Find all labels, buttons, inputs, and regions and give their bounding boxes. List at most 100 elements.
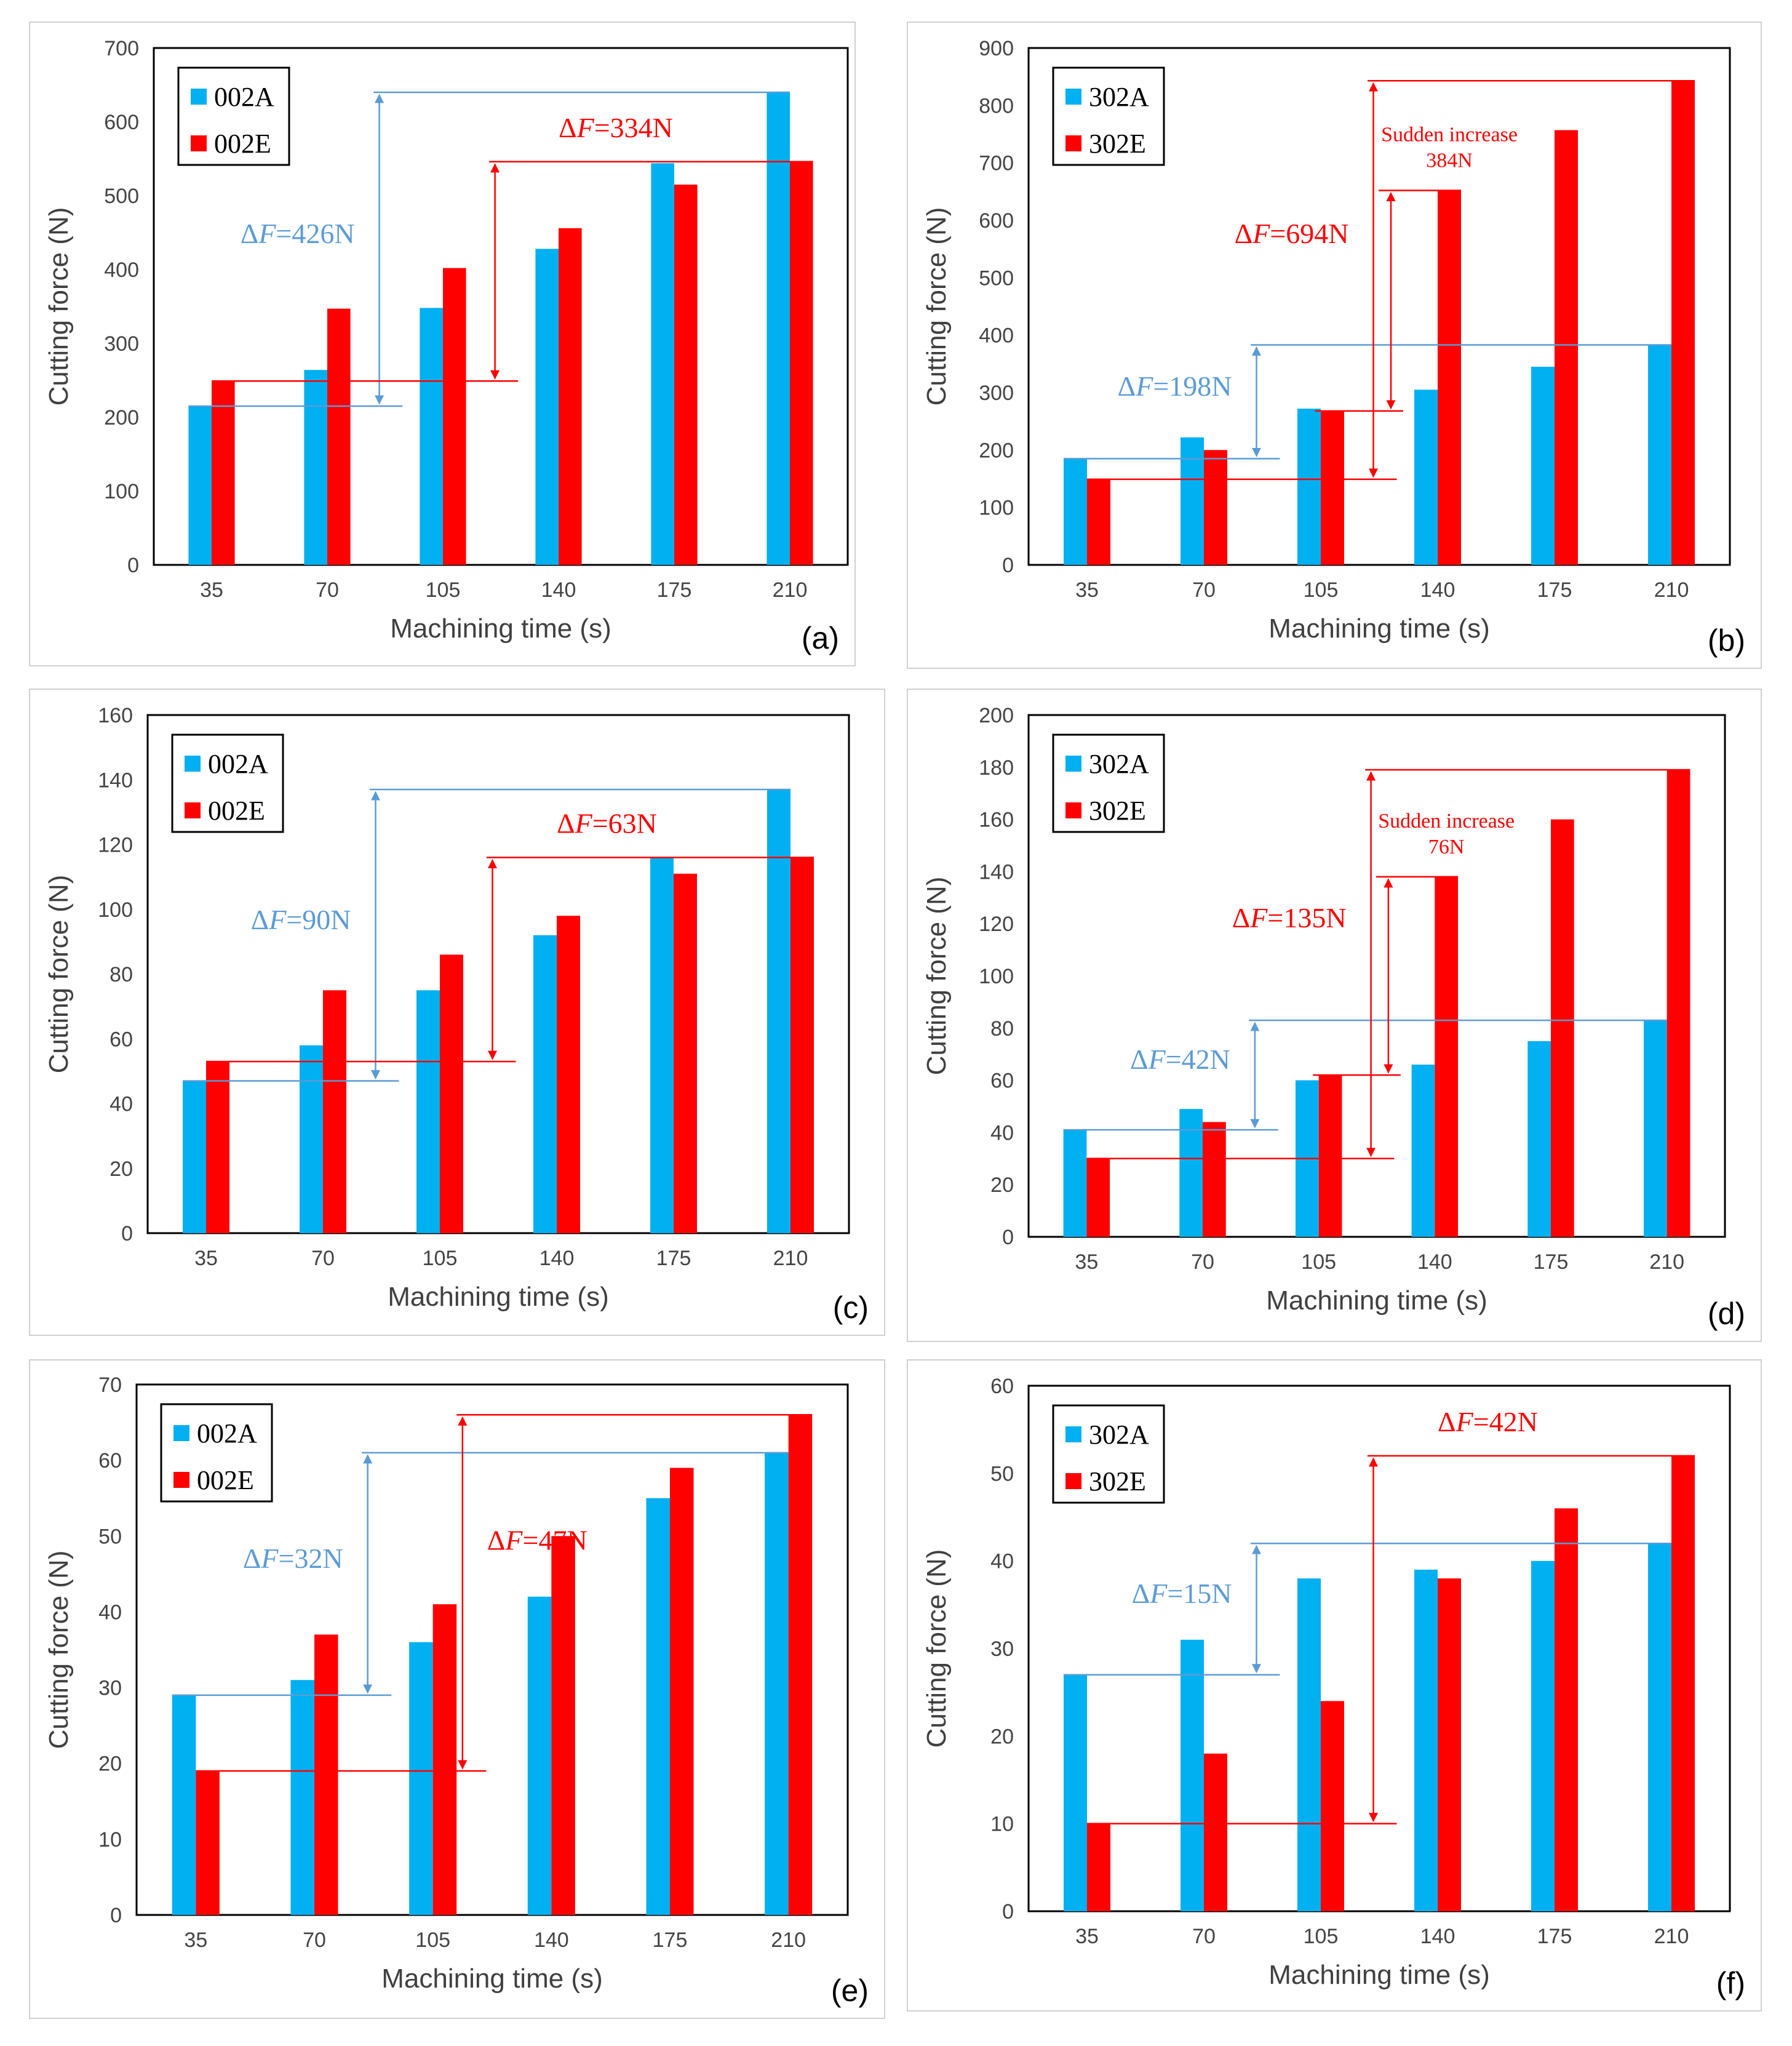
bar-002e-70 — [327, 308, 351, 565]
plot-area — [1027, 47, 1731, 566]
x-tick-label: 70 — [1191, 1250, 1214, 1274]
y-tick-label: 30 — [98, 1677, 122, 1700]
bar-302a-35 — [1064, 458, 1087, 565]
plot-area — [1027, 1385, 1731, 1912]
legend-swatch-002a — [185, 756, 201, 772]
delta-text-part: F — [576, 112, 595, 143]
delta-text-part: F — [1148, 1044, 1166, 1075]
y-tick-label: 50 — [990, 1462, 1014, 1485]
x-tick-label: 35 — [1075, 1925, 1099, 1948]
y-tick-label: 60 — [990, 1069, 1014, 1093]
delta-text-part: =15N — [1167, 1578, 1232, 1609]
delta-text-part: Δ — [1438, 1406, 1456, 1437]
bar-002a-70 — [300, 1045, 323, 1233]
delta-label: ΔF=63N — [557, 808, 657, 839]
bar-302a-105 — [1297, 1578, 1321, 1911]
bar-002a-70 — [290, 1680, 314, 1915]
y-tick-label: 500 — [979, 266, 1014, 290]
bar-002e-140 — [551, 1536, 575, 1915]
y-tick-label: 160 — [98, 704, 133, 727]
sudden-increase-label: Sudden increase — [1381, 123, 1518, 146]
delta-text-part: Δ — [243, 1543, 261, 1574]
x-tick-label: 175 — [1537, 578, 1572, 602]
delta-text-part: =198N — [1153, 370, 1232, 402]
legend-swatch-302a — [1065, 89, 1081, 105]
y-axis-title: Cutting force (N) — [44, 207, 74, 406]
panel-frame — [907, 1359, 1762, 2012]
x-tick-label: 210 — [771, 1928, 806, 1952]
bar-302e-70 — [1204, 450, 1227, 565]
bar-002e-175 — [674, 873, 697, 1233]
bar-002a-35 — [188, 406, 212, 565]
y-axis-title: Cutting force (N) — [922, 207, 952, 406]
delta-text-part: Δ — [1235, 218, 1253, 249]
x-tick-label: 35 — [200, 578, 223, 602]
bar-002a-35 — [172, 1695, 196, 1915]
bar-002a-70 — [304, 370, 327, 565]
x-tick-label: 210 — [1654, 578, 1689, 602]
legend-label-002e: 002E — [197, 1465, 254, 1495]
legend-label-302a: 302A — [1089, 749, 1149, 779]
legend-label-002e: 002E — [214, 129, 271, 159]
x-tick-label: 175 — [657, 578, 692, 602]
bar-002e-140 — [559, 228, 582, 565]
legend-swatch-002e — [185, 802, 201, 818]
bar-302a-140 — [1411, 1065, 1435, 1237]
y-tick-label: 400 — [104, 258, 139, 282]
bar-302e-35 — [1086, 1158, 1110, 1237]
y-tick-label: 60 — [990, 1375, 1014, 1398]
legend-swatch-002e — [173, 1472, 189, 1488]
x-tick-label: 210 — [1654, 1925, 1689, 1948]
x-tick-label: 175 — [1537, 1925, 1572, 1948]
x-tick-label: 35 — [1075, 1250, 1098, 1274]
legend-label-002a: 002A — [208, 749, 268, 779]
y-tick-label: 0 — [1002, 554, 1014, 577]
x-tick-label: 35 — [1075, 578, 1099, 602]
x-tick-label: 140 — [1417, 1250, 1452, 1274]
y-tick-label: 80 — [990, 1017, 1014, 1041]
delta-text-part: F — [1135, 370, 1153, 402]
legend-swatch-302e — [1065, 1473, 1081, 1489]
legend-swatch-002a — [173, 1425, 189, 1441]
bar-002e-175 — [674, 185, 698, 565]
y-tick-label: 20 — [110, 1157, 133, 1181]
bar-302e-140 — [1438, 190, 1461, 565]
bar-302e-35 — [1087, 1823, 1110, 1911]
legend-swatch-302a — [1065, 1426, 1081, 1442]
delta-label: ΔF=694N — [1235, 218, 1349, 249]
plot-area — [1027, 714, 1726, 1238]
bar-302a-35 — [1064, 1674, 1087, 1911]
delta-label: ΔF=42N — [1438, 1406, 1538, 1437]
plot-area — [135, 1383, 849, 1916]
bar-302e-35 — [1087, 479, 1110, 565]
legend-label-002e: 002E — [208, 796, 265, 826]
delta-label: ΔF=90N — [251, 904, 351, 935]
legend-swatch-002e — [191, 135, 207, 151]
y-tick-label: 40 — [990, 1121, 1014, 1145]
bar-002a-210 — [767, 92, 790, 565]
bar-002e-105 — [440, 954, 463, 1233]
y-tick-label: 80 — [110, 963, 133, 986]
y-tick-label: 400 — [979, 324, 1014, 348]
y-tick-label: 140 — [979, 860, 1014, 884]
panel-frame — [907, 689, 1762, 1342]
bar-002a-140 — [535, 249, 559, 565]
sudden-increase-value: 384N — [1426, 149, 1473, 172]
y-tick-label: 50 — [98, 1525, 122, 1548]
delta-text-part: F — [1149, 1578, 1168, 1609]
panel-frame — [29, 1359, 885, 2019]
chart-panel-c: 0 20 40 60 80 100 120 140 160 35 70 105 140 175 210 Mac… — [29, 689, 885, 1336]
delta-text-part: F — [258, 218, 276, 249]
bar-302a-70 — [1181, 1639, 1204, 1911]
legend-label-302e: 302E — [1089, 129, 1146, 159]
y-tick-label: 120 — [98, 834, 133, 857]
y-tick-label: 200 — [104, 406, 139, 430]
y-tick-label: 160 — [979, 809, 1014, 832]
y-tick-label: 70 — [98, 1373, 122, 1397]
bar-002a-105 — [416, 990, 440, 1233]
legend-swatch-302e — [1065, 802, 1081, 818]
x-tick-label: 35 — [194, 1247, 218, 1270]
y-tick-label: 0 — [1002, 1226, 1014, 1249]
x-axis-title: Machining time (s) — [381, 1964, 602, 1994]
x-tick-label: 140 — [541, 578, 576, 602]
